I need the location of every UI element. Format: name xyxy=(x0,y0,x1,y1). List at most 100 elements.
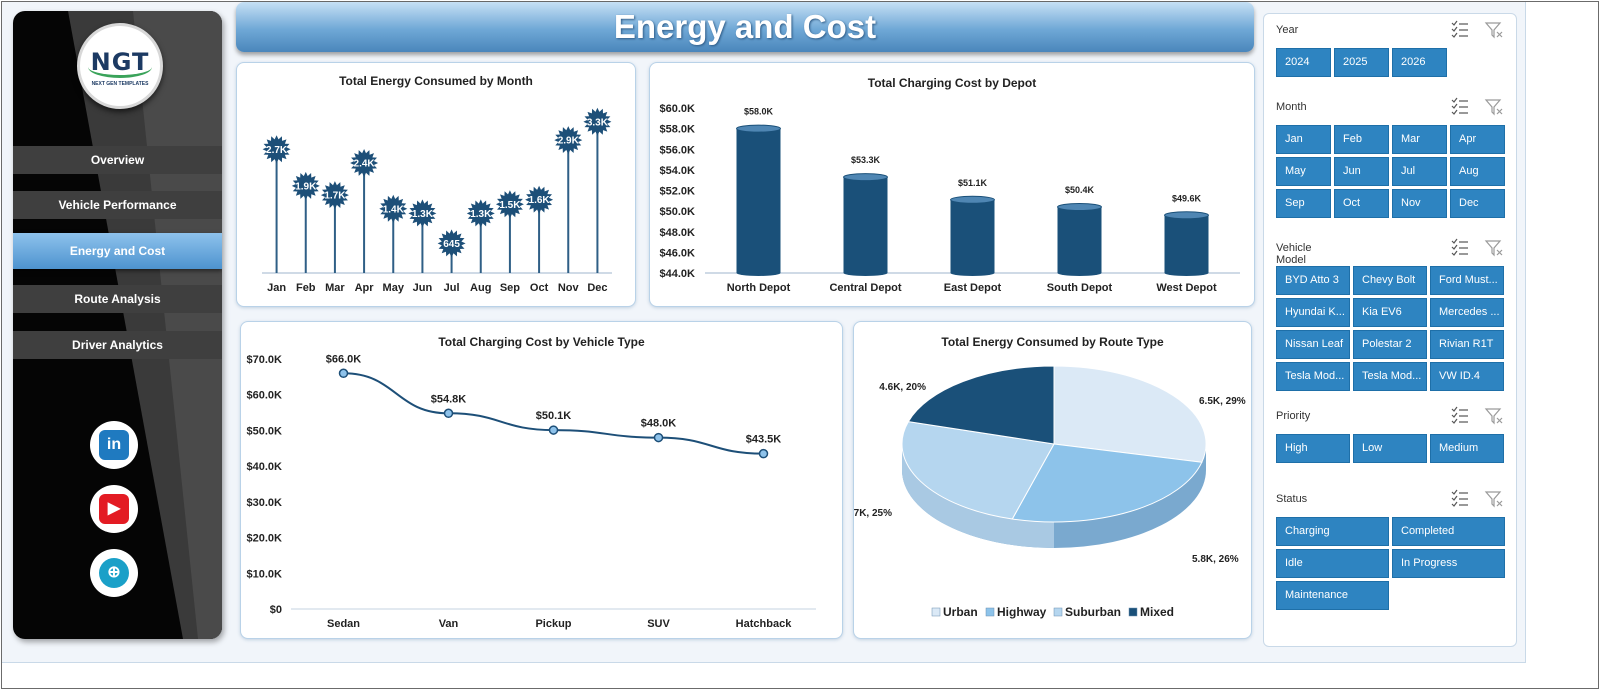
slicer-panel: Year 2024 2025 2026 Month Jan Feb Mar Apr May Jun J… xyxy=(1263,13,1517,647)
slicer-item[interactable]: High xyxy=(1276,434,1350,463)
multi-select-icon[interactable] xyxy=(1450,97,1470,117)
globe-link[interactable]: ⊕ xyxy=(90,549,138,597)
slicer-item[interactable]: In Progress xyxy=(1392,549,1505,578)
pie-side-light xyxy=(902,444,1054,548)
slicer-item[interactable]: Mar xyxy=(1392,125,1447,154)
youtube-link[interactable]: ▶ xyxy=(90,485,138,533)
clear-filter-icon[interactable] xyxy=(1484,97,1504,117)
slicer-item[interactable]: Medium xyxy=(1430,434,1504,463)
data-label: $48.0K xyxy=(641,418,677,430)
slicer-title: Priority xyxy=(1276,410,1311,422)
multi-select-icon[interactable] xyxy=(1450,406,1470,426)
slicer-item[interactable]: Sep xyxy=(1276,189,1331,218)
data-label: $50.4K xyxy=(1065,185,1095,195)
y-tick-label: $56.0K xyxy=(660,144,696,156)
bar xyxy=(1164,215,1209,273)
clear-filter-icon[interactable] xyxy=(1484,20,1504,40)
nav-energy-and-cost[interactable]: Energy and Cost xyxy=(13,233,222,269)
slicer-item[interactable]: Hyundai K... xyxy=(1276,298,1350,327)
slicer-item[interactable]: Jan xyxy=(1276,125,1331,154)
slicer-title: Status xyxy=(1276,493,1308,505)
data-point-marker xyxy=(495,190,524,219)
slicer-item[interactable]: Mercedes ... xyxy=(1430,298,1504,327)
slicer-item[interactable]: Ford Must... xyxy=(1430,266,1504,295)
x-tick-label: Jan xyxy=(267,282,286,294)
data-label: $49.6K xyxy=(1172,193,1202,203)
slicer-item[interactable]: Jul xyxy=(1392,157,1447,186)
multi-select-icon[interactable] xyxy=(1450,489,1470,509)
clear-filter-icon[interactable] xyxy=(1484,238,1504,258)
slicer-item[interactable]: Tesla Mod... xyxy=(1276,362,1350,391)
slicer-item[interactable]: Chevy Bolt xyxy=(1353,266,1427,295)
logo-text: NGT xyxy=(90,48,150,76)
slicer-item[interactable]: 2024 xyxy=(1276,48,1331,77)
slicer-item[interactable]: May xyxy=(1276,157,1331,186)
pie-slice-highway xyxy=(1011,443,1203,523)
clear-filter-icon[interactable] xyxy=(1484,406,1504,426)
x-tick-label: North Depot xyxy=(727,282,791,294)
data-point-marker xyxy=(466,199,495,228)
clear-filter-icon[interactable] xyxy=(1484,489,1504,509)
y-tick-label: $46.0K xyxy=(660,247,696,259)
x-tick-label: Dec xyxy=(587,282,607,294)
slicer-item[interactable]: Maintenance xyxy=(1276,581,1389,610)
y-tick-label: $52.0K xyxy=(660,186,696,198)
x-tick-label: Nov xyxy=(558,282,580,294)
slicer-item[interactable]: Nov xyxy=(1392,189,1447,218)
slicer-item[interactable]: 2026 xyxy=(1392,48,1447,77)
linkedin-link[interactable]: in xyxy=(90,421,138,469)
y-tick-label: $40.0K xyxy=(247,461,283,473)
slicer-item[interactable]: Charging xyxy=(1276,517,1389,546)
data-label: $51.1K xyxy=(958,178,988,188)
slice-label: 4.6K, 20% xyxy=(879,382,926,393)
slicer-item[interactable]: BYD Atto 3 xyxy=(1276,266,1350,295)
chart-cost-by-vehicle-type: Total Charging Cost by Vehicle Type $0 $1… xyxy=(240,321,843,639)
x-tick-label: SUV xyxy=(647,618,670,630)
y-tick-label: $10.0K xyxy=(247,568,283,580)
data-label: $50.1K xyxy=(536,410,572,422)
multi-select-icon[interactable] xyxy=(1450,238,1470,258)
bar-base xyxy=(950,270,995,276)
bar xyxy=(1057,207,1102,273)
multi-select-icon[interactable] xyxy=(1450,20,1470,40)
x-tick-label: West Depot xyxy=(1156,282,1217,294)
slicer-item[interactable]: Oct xyxy=(1334,189,1389,218)
pie-slice-urban xyxy=(1053,365,1207,463)
data-label: 645 xyxy=(443,239,460,250)
slicer-item[interactable]: Jun xyxy=(1334,157,1389,186)
logo-swoosh xyxy=(88,56,152,78)
x-tick-label: Pickup xyxy=(535,618,571,630)
slicer-item[interactable]: Polestar 2 xyxy=(1353,330,1427,359)
x-tick-label: Central Depot xyxy=(829,282,901,294)
slice-label: 5.7K, 25% xyxy=(854,508,892,519)
data-label: $66.0K xyxy=(326,353,362,365)
nav-overview[interactable]: Overview xyxy=(13,146,222,174)
sidebar: NGT NEXT GEN TEMPLATES Overview Vehicle … xyxy=(13,11,222,639)
data-point xyxy=(338,368,349,379)
slicer-item[interactable]: Aug xyxy=(1450,157,1505,186)
slicer-item[interactable]: Idle xyxy=(1276,549,1389,578)
slicer-item[interactable]: Kia EV6 xyxy=(1353,298,1427,327)
slicer-item[interactable]: 2025 xyxy=(1334,48,1389,77)
data-point xyxy=(758,448,769,459)
slicer-item[interactable]: Nissan Leaf xyxy=(1276,330,1350,359)
chart-title: Total Energy Consumed by Month xyxy=(339,74,533,88)
slicer-item[interactable]: Apr xyxy=(1450,125,1505,154)
slicer-item[interactable]: Rivian R1T xyxy=(1430,330,1504,359)
legend-label: Suburban xyxy=(1065,605,1121,619)
slicer-item[interactable]: Completed xyxy=(1392,517,1505,546)
youtube-icon: ▶ xyxy=(99,494,129,524)
slicer-item[interactable]: Tesla Mod... xyxy=(1353,362,1427,391)
nav-driver-analytics[interactable]: Driver Analytics xyxy=(13,331,222,359)
data-point-marker xyxy=(320,181,349,210)
nav-route-analysis[interactable]: Route Analysis xyxy=(13,285,222,313)
nav-vehicle-performance[interactable]: Vehicle Performance xyxy=(13,191,222,219)
slicer-item[interactable]: Low xyxy=(1353,434,1427,463)
x-tick-label: Van xyxy=(439,618,459,630)
slicer-item[interactable]: VW ID.4 xyxy=(1430,362,1504,391)
slicer-item[interactable]: Feb xyxy=(1334,125,1389,154)
x-tick-label: Mar xyxy=(325,282,345,294)
slicer-item[interactable]: Dec xyxy=(1450,189,1505,218)
y-tick-label: $0 xyxy=(270,604,282,616)
